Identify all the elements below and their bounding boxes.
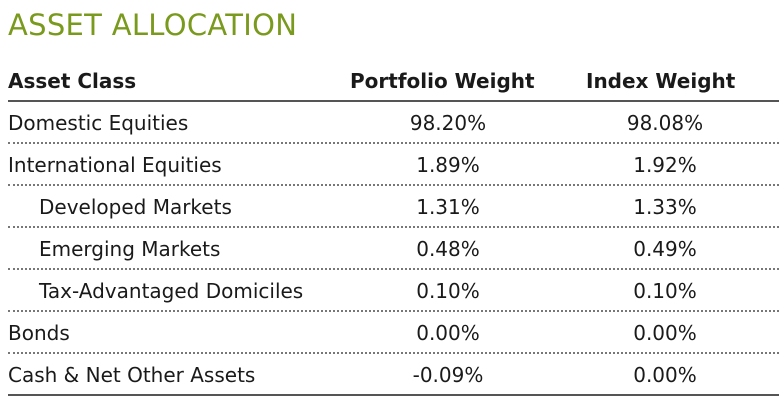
portfolio-weight-cell: 1.31% (416, 195, 480, 219)
table-row: Developed Markets 1.31% 1.33% (8, 186, 779, 228)
table-header: Asset Class Portfolio Weight Index Weigh… (8, 66, 779, 96)
table-row: Emerging Markets 0.48% 0.49% (8, 228, 779, 270)
header-portfolio-weight: Portfolio Weight (350, 69, 535, 93)
asset-class-cell: Tax-Advantaged Domiciles (39, 279, 304, 303)
index-weight-cell: 0.10% (633, 279, 697, 303)
table-row: International Equities 1.89% 1.92% (8, 144, 779, 186)
portfolio-weight-cell: 0.10% (416, 279, 480, 303)
portfolio-weight-cell: -0.09% (412, 363, 484, 387)
index-weight-cell: 0.49% (633, 237, 697, 261)
allocation-table-body: Domestic Equities 98.20% 98.08% Internat… (8, 102, 779, 396)
table-row: Domestic Equities 98.20% 98.08% (8, 102, 779, 144)
asset-class-cell: Emerging Markets (39, 237, 221, 261)
portfolio-weight-cell: 0.48% (416, 237, 480, 261)
index-weight-cell: 1.33% (633, 195, 697, 219)
index-weight-cell: 0.00% (633, 363, 697, 387)
asset-class-cell: Domestic Equities (8, 111, 189, 135)
index-weight-cell: 0.00% (633, 321, 697, 345)
header-index-weight: Index Weight (586, 69, 736, 93)
portfolio-weight-cell: 0.00% (416, 321, 480, 345)
portfolio-weight-cell: 98.20% (409, 111, 487, 135)
table-row: Tax-Advantaged Domiciles 0.10% 0.10% (8, 270, 779, 312)
table-row: Bonds 0.00% 0.00% (8, 312, 779, 354)
portfolio-weight-cell: 1.89% (416, 153, 480, 177)
asset-class-cell: International Equities (8, 153, 222, 177)
header-asset-class: Asset Class (8, 69, 137, 93)
index-weight-cell: 98.08% (626, 111, 704, 135)
asset-class-cell: Bonds (8, 321, 70, 345)
asset-class-cell: Developed Markets (39, 195, 232, 219)
page-title: ASSET ALLOCATION (8, 8, 298, 42)
header-divider (8, 100, 779, 102)
index-weight-cell: 1.92% (633, 153, 697, 177)
table-row: Cash & Net Other Assets -0.09% 0.00% (8, 354, 779, 396)
asset-class-cell: Cash & Net Other Assets (8, 363, 256, 387)
